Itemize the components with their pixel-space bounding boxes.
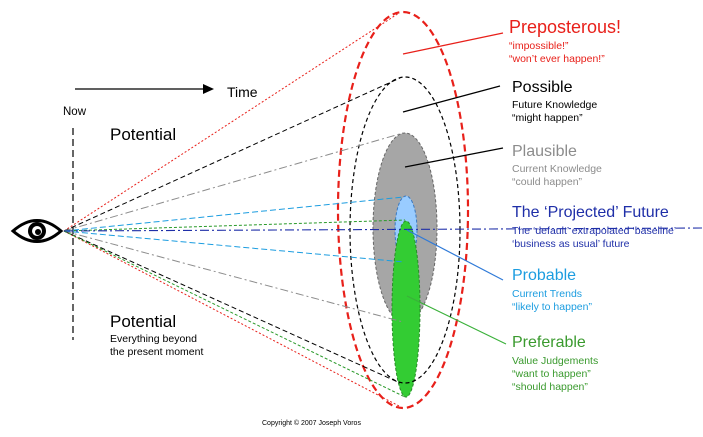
cone-line-plausible-bottom <box>63 230 404 323</box>
leader-preposterous <box>402 32 504 55</box>
cone-line-preferable-bottom <box>63 230 406 398</box>
plausible-line-1: Current Knowledge <box>512 163 602 175</box>
possible-ellipse <box>349 76 461 384</box>
possible-title: Possible <box>512 79 573 96</box>
projected-title: The ‘Projected’ Future <box>512 204 669 221</box>
preferable-line-3: “should happen” <box>512 381 588 393</box>
cone-line-projected <box>63 227 703 232</box>
cone-lines <box>63 12 703 407</box>
preposterous-line-2: “won’t ever happen!” <box>509 53 605 65</box>
eye-icon <box>10 219 64 243</box>
projected-line-1: The ‘default’ extrapolated ‘baseline’ <box>512 225 677 237</box>
possible-line-2: “might happen” <box>512 112 583 124</box>
cone-line-possible-top <box>63 77 401 232</box>
cone-line-possible-bottom <box>63 230 401 384</box>
potential-bottom-line-1: Everything beyond <box>110 333 197 345</box>
cone-line-preferable-top <box>63 219 406 232</box>
possible-line-1: Future Knowledge <box>512 99 598 111</box>
leader-plausible <box>404 147 504 168</box>
plausible-title: Plausible <box>512 143 577 160</box>
probable-title: Probable <box>512 267 577 284</box>
potential-top-label: Potential <box>110 125 177 144</box>
cone-line-probable-bottom <box>63 230 405 263</box>
preferable-ellipse <box>391 220 421 398</box>
probable-line-2: “likely to happen” <box>512 301 592 313</box>
preferable-line-1: Value Judgements <box>512 355 599 367</box>
now-label: Now <box>63 106 87 118</box>
cone-line-plausible-top <box>63 132 404 232</box>
preferable-title: Preferable <box>512 334 586 351</box>
copyright-text: Copyright © 2007 Joseph Voros <box>262 420 361 427</box>
preposterous-line-1: “impossible!” <box>509 40 569 52</box>
leader-possible <box>402 85 501 113</box>
cone-line-probable-top <box>63 196 405 232</box>
leader-preferable <box>406 295 507 345</box>
time-arrow-head <box>203 84 214 94</box>
potential-bottom-label: Potential <box>110 312 177 331</box>
preposterous-title: Preposterous! <box>509 17 622 37</box>
cone-line-preposterous-top <box>63 12 400 232</box>
potential-bottom-line-2: the present moment <box>110 346 204 358</box>
preferable-line-2: “want to happen” <box>512 368 591 380</box>
preposterous-ellipse <box>336 10 470 410</box>
time-label: Time <box>227 84 258 100</box>
probable-line-1: Current Trends <box>512 288 583 300</box>
projected-line-2: ‘business as usual’ future <box>512 238 630 250</box>
cone-line-preposterous-bottom <box>63 230 400 407</box>
plausible-line-2: “could happen” <box>512 176 583 188</box>
leader-probable <box>406 229 504 281</box>
